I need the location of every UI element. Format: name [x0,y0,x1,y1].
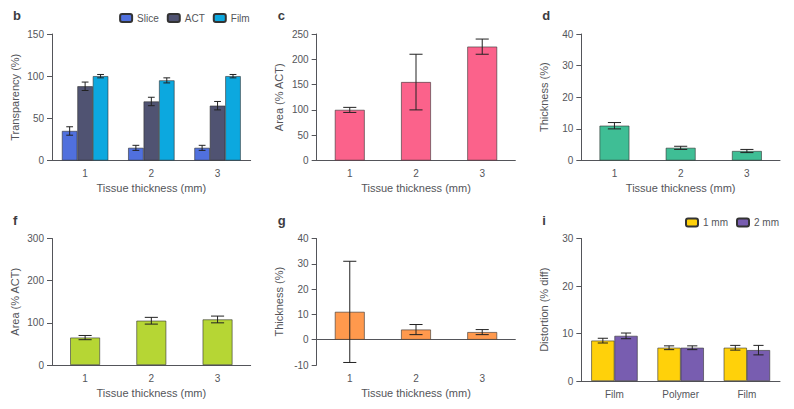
svg-text:3: 3 [215,373,221,384]
svg-text:1: 1 [347,373,353,384]
svg-text:200: 200 [27,275,44,286]
svg-text:Area (% ACT): Area (% ACT) [273,63,285,131]
svg-text:Area (% ACT): Area (% ACT) [9,268,21,336]
svg-text:Film: Film [737,389,756,400]
svg-text:2: 2 [678,168,684,179]
svg-text:3: 3 [215,168,221,179]
svg-text:b: b [13,8,21,23]
svg-text:40: 40 [562,29,574,40]
svg-text:0: 0 [303,334,309,345]
svg-text:2 mm: 2 mm [754,217,779,228]
svg-text:50: 50 [298,130,310,141]
svg-text:c: c [278,8,285,23]
svg-text:1: 1 [347,168,353,179]
svg-text:1: 1 [612,168,618,179]
svg-text:3: 3 [479,373,485,384]
svg-text:10: 10 [562,123,574,134]
svg-text:Thickness (%): Thickness (%) [273,267,285,337]
svg-text:30: 30 [562,60,574,71]
svg-text:f: f [13,213,18,228]
svg-text:150: 150 [27,29,44,40]
svg-text:Distortion (% diff): Distortion (% diff) [538,268,550,352]
svg-text:250: 250 [292,29,309,40]
svg-text:2: 2 [413,373,419,384]
svg-text:Tissue thickness (mm): Tissue thickness (mm) [626,182,736,194]
svg-text:3: 3 [744,168,750,179]
svg-text:1 mm: 1 mm [703,217,728,228]
svg-text:30: 30 [562,233,574,244]
svg-text:Tissue thickness (mm): Tissue thickness (mm) [97,387,207,399]
svg-text:2: 2 [149,373,155,384]
svg-text:Polymer: Polymer [662,389,699,400]
svg-text:0: 0 [303,155,309,166]
svg-text:Slice: Slice [137,13,159,24]
svg-text:0: 0 [38,155,44,166]
svg-text:2: 2 [413,168,419,179]
svg-text:d: d [542,8,550,23]
svg-text:2: 2 [149,168,155,179]
svg-text:Tissue thickness (mm): Tissue thickness (mm) [361,387,471,399]
svg-text:10: 10 [298,309,310,320]
svg-text:20: 20 [562,281,574,292]
svg-text:150: 150 [292,79,309,90]
svg-text:200: 200 [292,54,309,65]
svg-text:1: 1 [82,168,88,179]
svg-text:20: 20 [562,92,574,103]
svg-text:20: 20 [298,284,310,295]
svg-text:Transparency (%): Transparency (%) [9,54,21,141]
svg-text:Film: Film [605,389,624,400]
svg-text:Film: Film [231,13,250,24]
svg-text:100: 100 [292,104,309,115]
svg-text:100: 100 [27,71,44,82]
svg-text:i: i [542,213,546,228]
svg-text:40: 40 [298,233,310,244]
svg-text:10: 10 [562,328,574,339]
svg-text:300: 300 [27,233,44,244]
svg-text:0: 0 [568,155,574,166]
svg-text:0: 0 [38,360,44,371]
svg-text:3: 3 [479,168,485,179]
svg-text:Tissue thickness (mm): Tissue thickness (mm) [97,182,207,194]
svg-text:30: 30 [298,258,310,269]
svg-text:Thickness (%): Thickness (%) [538,62,550,132]
svg-text:ACT: ACT [185,13,205,24]
svg-text:50: 50 [33,113,45,124]
svg-text:g: g [278,213,286,228]
svg-text:-10: -10 [294,360,309,371]
svg-text:100: 100 [27,317,44,328]
svg-text:Tissue thickness (mm): Tissue thickness (mm) [361,182,471,194]
svg-text:0: 0 [568,376,574,387]
svg-text:1: 1 [82,373,88,384]
